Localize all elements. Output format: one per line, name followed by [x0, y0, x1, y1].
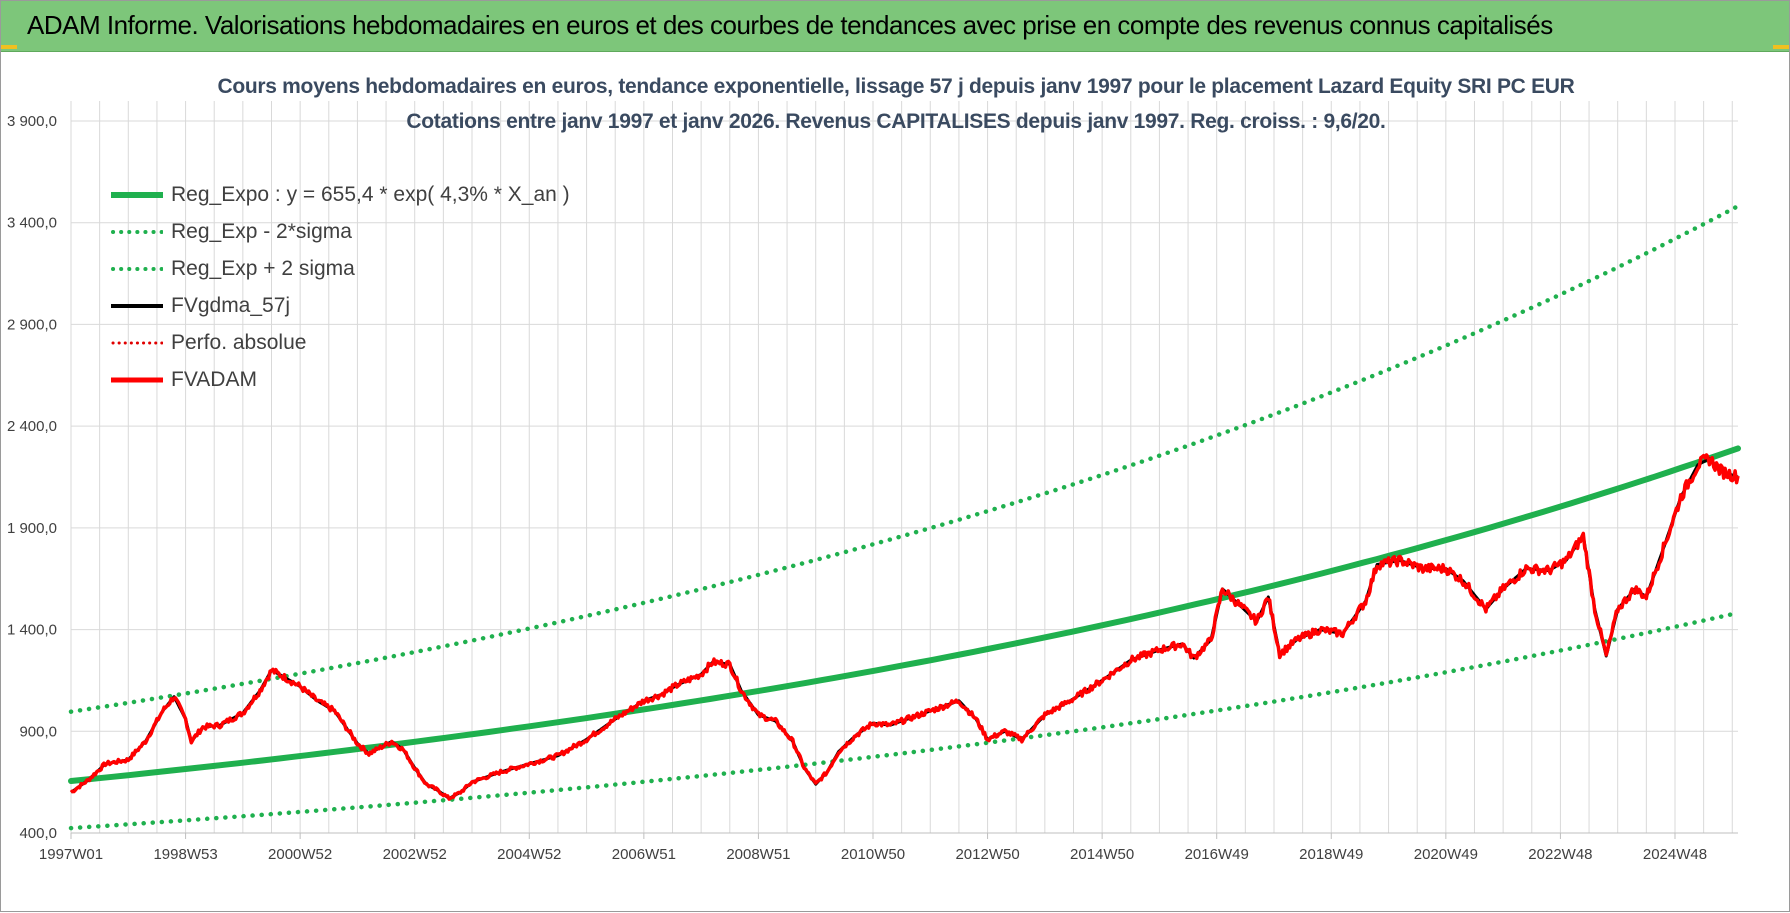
- series-layer: [68, 203, 1741, 831]
- legend-label: Reg_Expo : y = 655,4 * exp( 4,3% * X_an …: [171, 182, 570, 206]
- x-tick-label: 2008W51: [726, 846, 790, 863]
- x-tick-label: 2016W49: [1185, 846, 1249, 863]
- x-tick-label: 2006W51: [612, 846, 676, 863]
- legend-item-sigma-low: Reg_Exp - 2*sigma: [111, 213, 570, 250]
- banner-title: ADAM Informe. Valorisations hebdomadaire…: [27, 10, 1553, 40]
- x-tick-label: 2014W50: [1070, 846, 1134, 863]
- y-tick-label: 1 900,0: [7, 520, 57, 537]
- y-axis-ticks: 400,0 900,0 1 400,0 1 900,0 2 400,0 2 900,0 3 …: [7, 113, 57, 842]
- legend-swatch-fvadam: [111, 377, 163, 382]
- legend-item-reg-expo: Reg_Expo : y = 655,4 * exp( 4,3% * X_an …: [111, 176, 570, 213]
- x-tick-label: 1998W53: [153, 846, 217, 863]
- series-fvgdma-57j: [70, 457, 1739, 800]
- legend-item-sigma-high: Reg_Exp + 2 sigma: [111, 250, 570, 287]
- x-tick-label: 2004W52: [497, 846, 561, 863]
- title-banner: ADAM Informe. Valorisations hebdomadaire…: [1, 1, 1789, 52]
- y-tick-label: 3 400,0: [7, 215, 57, 232]
- legend-swatch-perfo: [111, 341, 163, 344]
- chart-title-line-1: Cours moyens hebdomadaires en euros, ten…: [217, 75, 1575, 98]
- legend-label: Perfo. absolue: [171, 330, 307, 354]
- chart-legend: Reg_Expo : y = 655,4 * exp( 4,3% * X_an …: [111, 176, 570, 398]
- x-tick-label: 2002W52: [383, 846, 447, 863]
- legend-item-fvadam: FVADAM: [111, 361, 570, 398]
- x-tick-label: 2020W49: [1414, 846, 1478, 863]
- y-tick-label: 1 400,0: [7, 622, 57, 639]
- x-tick-label: 1997W01: [39, 846, 103, 863]
- corner-mark-right: [1773, 45, 1789, 49]
- y-tick-label: 900,0: [19, 723, 57, 740]
- chart-title-line-2: Cotations entre janv 1997 et janv 2026. …: [406, 110, 1386, 133]
- x-tick-label: 2024W48: [1643, 846, 1707, 863]
- series-reg-exp-plus-2sigma: [68, 203, 1741, 714]
- x-tick-label: 2022W48: [1528, 846, 1592, 863]
- legend-label: FVgdma_57j: [171, 293, 291, 317]
- y-tick-label: 3 900,0: [7, 113, 57, 130]
- legend-item-perfo: Perfo. absolue: [111, 324, 570, 361]
- series-reg-expo: [68, 445, 1741, 784]
- legend-swatch-reg-expo: [111, 191, 163, 198]
- y-tick-label: 400,0: [19, 825, 57, 842]
- corner-mark-left: [1, 45, 17, 49]
- y-tick-label: 2 900,0: [7, 316, 57, 333]
- series-reg-exp-minus-2sigma: [68, 610, 1741, 831]
- legend-label: FVADAM: [171, 367, 257, 391]
- y-tick-label: 2 400,0: [7, 418, 57, 435]
- legend-swatch-sigma-high: [111, 266, 163, 271]
- legend-label: Reg_Exp + 2 sigma: [171, 256, 355, 280]
- legend-swatch-sigma-low: [111, 229, 163, 234]
- legend-item-fvgdma: FVgdma_57j: [111, 287, 570, 324]
- legend-swatch-fvgdma: [111, 303, 163, 308]
- x-tick-label: 2018W49: [1299, 846, 1363, 863]
- series-fvadam: [69, 453, 1740, 801]
- x-tick-label: 2000W52: [268, 846, 332, 863]
- grid-layer: [70, 101, 1738, 834]
- x-tick-label: 2010W50: [841, 846, 905, 863]
- x-tick-label: 2012W50: [955, 846, 1019, 863]
- x-axis-ticks: 1997W01 1998W53 2000W52 2002W52 2004W52 2006W…: [39, 833, 1707, 863]
- legend-label: Reg_Exp - 2*sigma: [171, 219, 352, 243]
